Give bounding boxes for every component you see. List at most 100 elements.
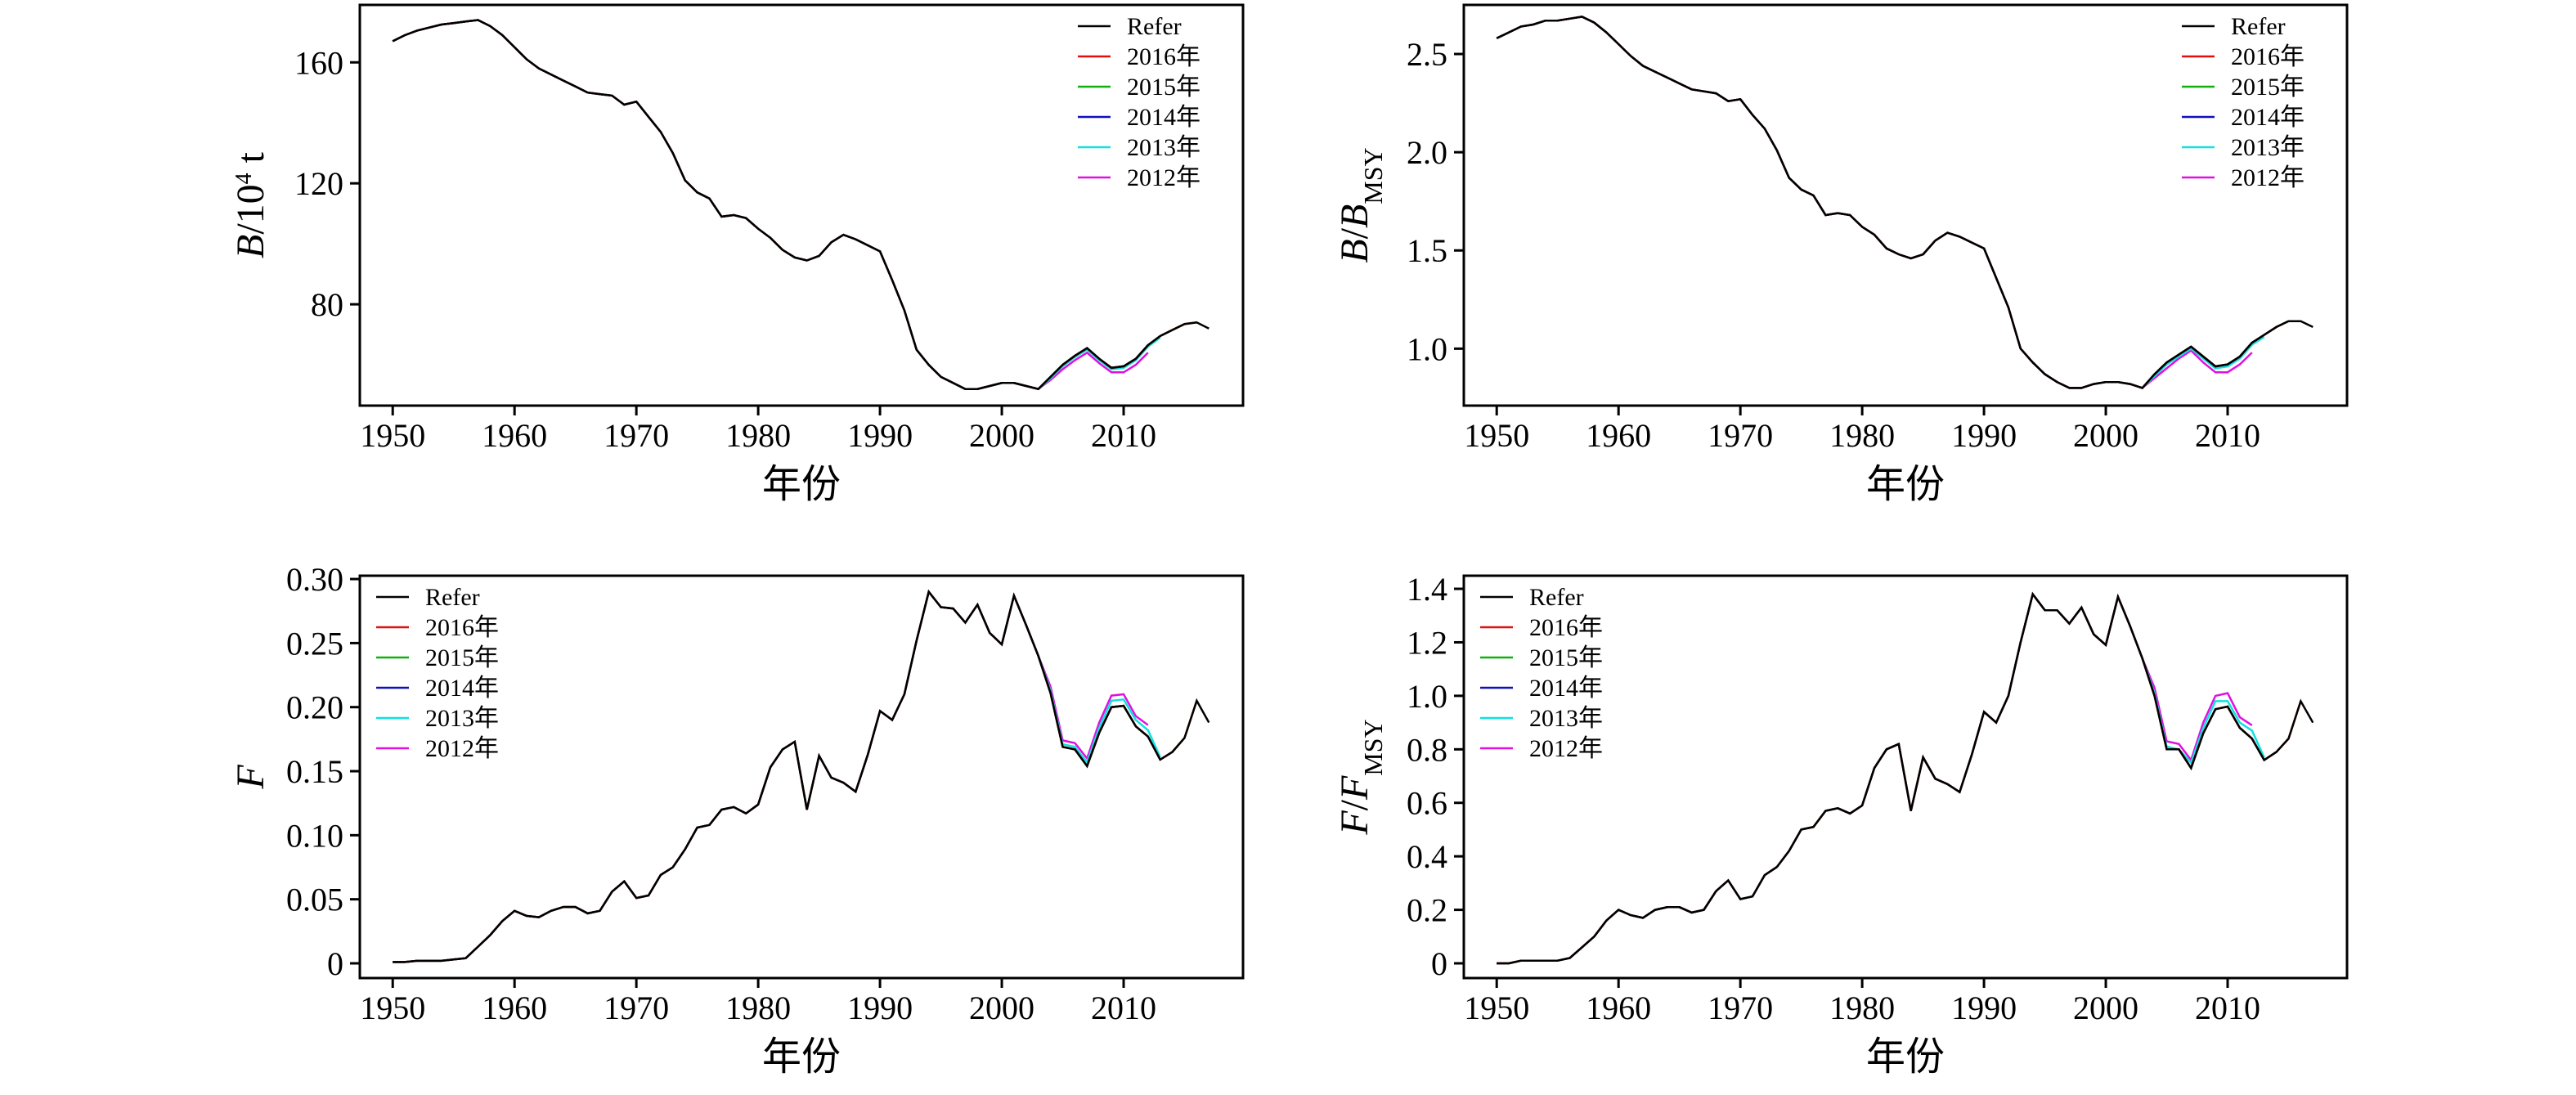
y-tick-label: 0.8 [1407,731,1447,768]
x-axis-label: 年份 [762,1035,841,1079]
x-tick-label: 1970 [604,990,669,1026]
y-tick-label: 0.05 [286,882,343,918]
legend-label: 2016年 [425,614,499,641]
legend-label: 2013年 [1529,705,1603,732]
x-tick-label: 2010 [2195,990,2260,1026]
axes-frame [358,574,1245,980]
panel: 1950 1960 1970 1980 1990 2000 2010 0 0.2 0.4 0.6 0.… [1333,571,2349,1079]
legend-label: Refer [2231,13,2286,40]
x-tick-label: 1950 [1464,417,1529,454]
legend-label: 2016年 [2231,43,2304,70]
y-tick-label: 0.4 [1407,838,1447,875]
y-axis-label-part: B [1333,239,1376,263]
y-axis-label-part: /10 [229,184,272,234]
x-tick-label: 1980 [1829,417,1895,454]
series-line [392,19,1186,391]
series-line [1497,591,2302,965]
axes-frame [358,3,1245,407]
series-line [393,589,1161,963]
x-tick-label: 1980 [725,417,791,454]
legend-label: 2016年 [1127,43,1200,70]
series-line [1497,591,2314,965]
x-tick-label: 1960 [1586,990,1651,1026]
y-tick-label: 0.30 [286,561,343,598]
x-tick-label: 1990 [1951,417,2017,454]
x-tick-label: 1970 [1708,417,1773,454]
y-axis-label-part: F [229,765,272,790]
legend-label: 2013年 [425,705,499,732]
legend-label: 2013年 [2231,134,2304,161]
legend-label: 2016年 [1529,614,1603,641]
legend-label: 2015年 [425,644,499,671]
series-line [392,19,1161,391]
legend-label: 2012年 [1127,164,1200,191]
legend-label: 2014年 [1127,104,1200,131]
panel: 1950 1960 1970 1980 1990 2000 2010 80 120 160 年份 B/… [229,3,1245,506]
x-tick-label: 1950 [360,417,425,454]
y-axis-label-part: MSY [1358,719,1388,775]
y-tick-label: 1.0 [1407,330,1447,367]
y-axis-label-part: / [1333,227,1376,239]
y-axis-label: F [229,765,272,790]
y-tick-label: 2.5 [1407,36,1447,73]
series-line [392,19,1174,391]
x-tick-label: 2010 [1091,417,1156,454]
y-axis-label: B/BMSY [1333,147,1388,263]
series-line [1496,16,2278,389]
series-line [1497,591,2278,965]
legend-label: 2012年 [425,735,499,762]
x-tick-label: 2010 [2195,417,2260,454]
y-tick-label: 160 [294,44,343,81]
series-line [393,589,1210,963]
legend-label: Refer [1529,584,1584,611]
series-line [1496,16,2290,389]
y-axis-label-part: / [1333,799,1376,810]
y-axis-label-part: F [1333,775,1376,801]
x-tick-label: 2000 [2073,417,2138,454]
series-line [1496,16,2253,389]
y-tick-label: 0.15 [286,753,343,790]
y-axis-label: F/FMSY [1333,719,1388,835]
x-tick-label: 1960 [1586,417,1651,454]
series-line [1496,16,2265,389]
series-line [392,19,1149,391]
series-line [393,589,1198,963]
x-tick-label: 2000 [969,417,1034,454]
y-tick-label: 120 [294,165,343,202]
series-line [1497,591,2290,965]
x-tick-label: 1990 [1951,990,2017,1026]
x-tick-label: 1950 [360,990,425,1026]
x-tick-label: 2000 [969,990,1034,1026]
series-line [393,589,1174,963]
y-tick-label: 0.20 [286,689,343,726]
y-tick-label: 2.0 [1407,134,1447,171]
x-tick-label: 1990 [847,990,913,1026]
series-line [392,19,1209,391]
legend-label: 2012年 [2231,164,2304,191]
legend-label: 2012年 [1529,735,1603,762]
x-tick-label: 2010 [1091,990,1156,1026]
x-tick-label: 1980 [725,990,791,1026]
y-axis-label-part: B [229,235,272,258]
y-tick-label: 80 [311,286,343,323]
legend-label: Refer [1127,13,1182,40]
y-tick-label: 1.0 [1407,678,1447,715]
x-tick-label: 1970 [1708,990,1773,1026]
panel: 1950 1960 1970 1980 1990 2000 2010 0 0.05 0.10 0.1… [229,561,1245,1079]
series-line [1497,591,2265,965]
y-tick-label: 0.25 [286,625,343,662]
series-line [393,589,1186,963]
legend-label: 2014年 [425,675,499,702]
legend-label: 2014年 [1529,675,1603,702]
panel: 1950 1960 1970 1980 1990 2000 2010 1.0 1.5 2.0 2.5… [1333,3,2349,506]
x-tick-label: 1990 [847,417,913,454]
series-line [392,19,1197,391]
y-tick-label: 1.4 [1407,571,1447,608]
y-tick-label: 0 [327,945,343,982]
x-axis-label: 年份 [1866,463,1945,506]
axes-frame [1462,3,2349,407]
y-tick-label: 1.5 [1407,232,1447,269]
legend-label: 2015年 [1529,644,1603,671]
y-tick-label: 0.2 [1407,892,1447,929]
